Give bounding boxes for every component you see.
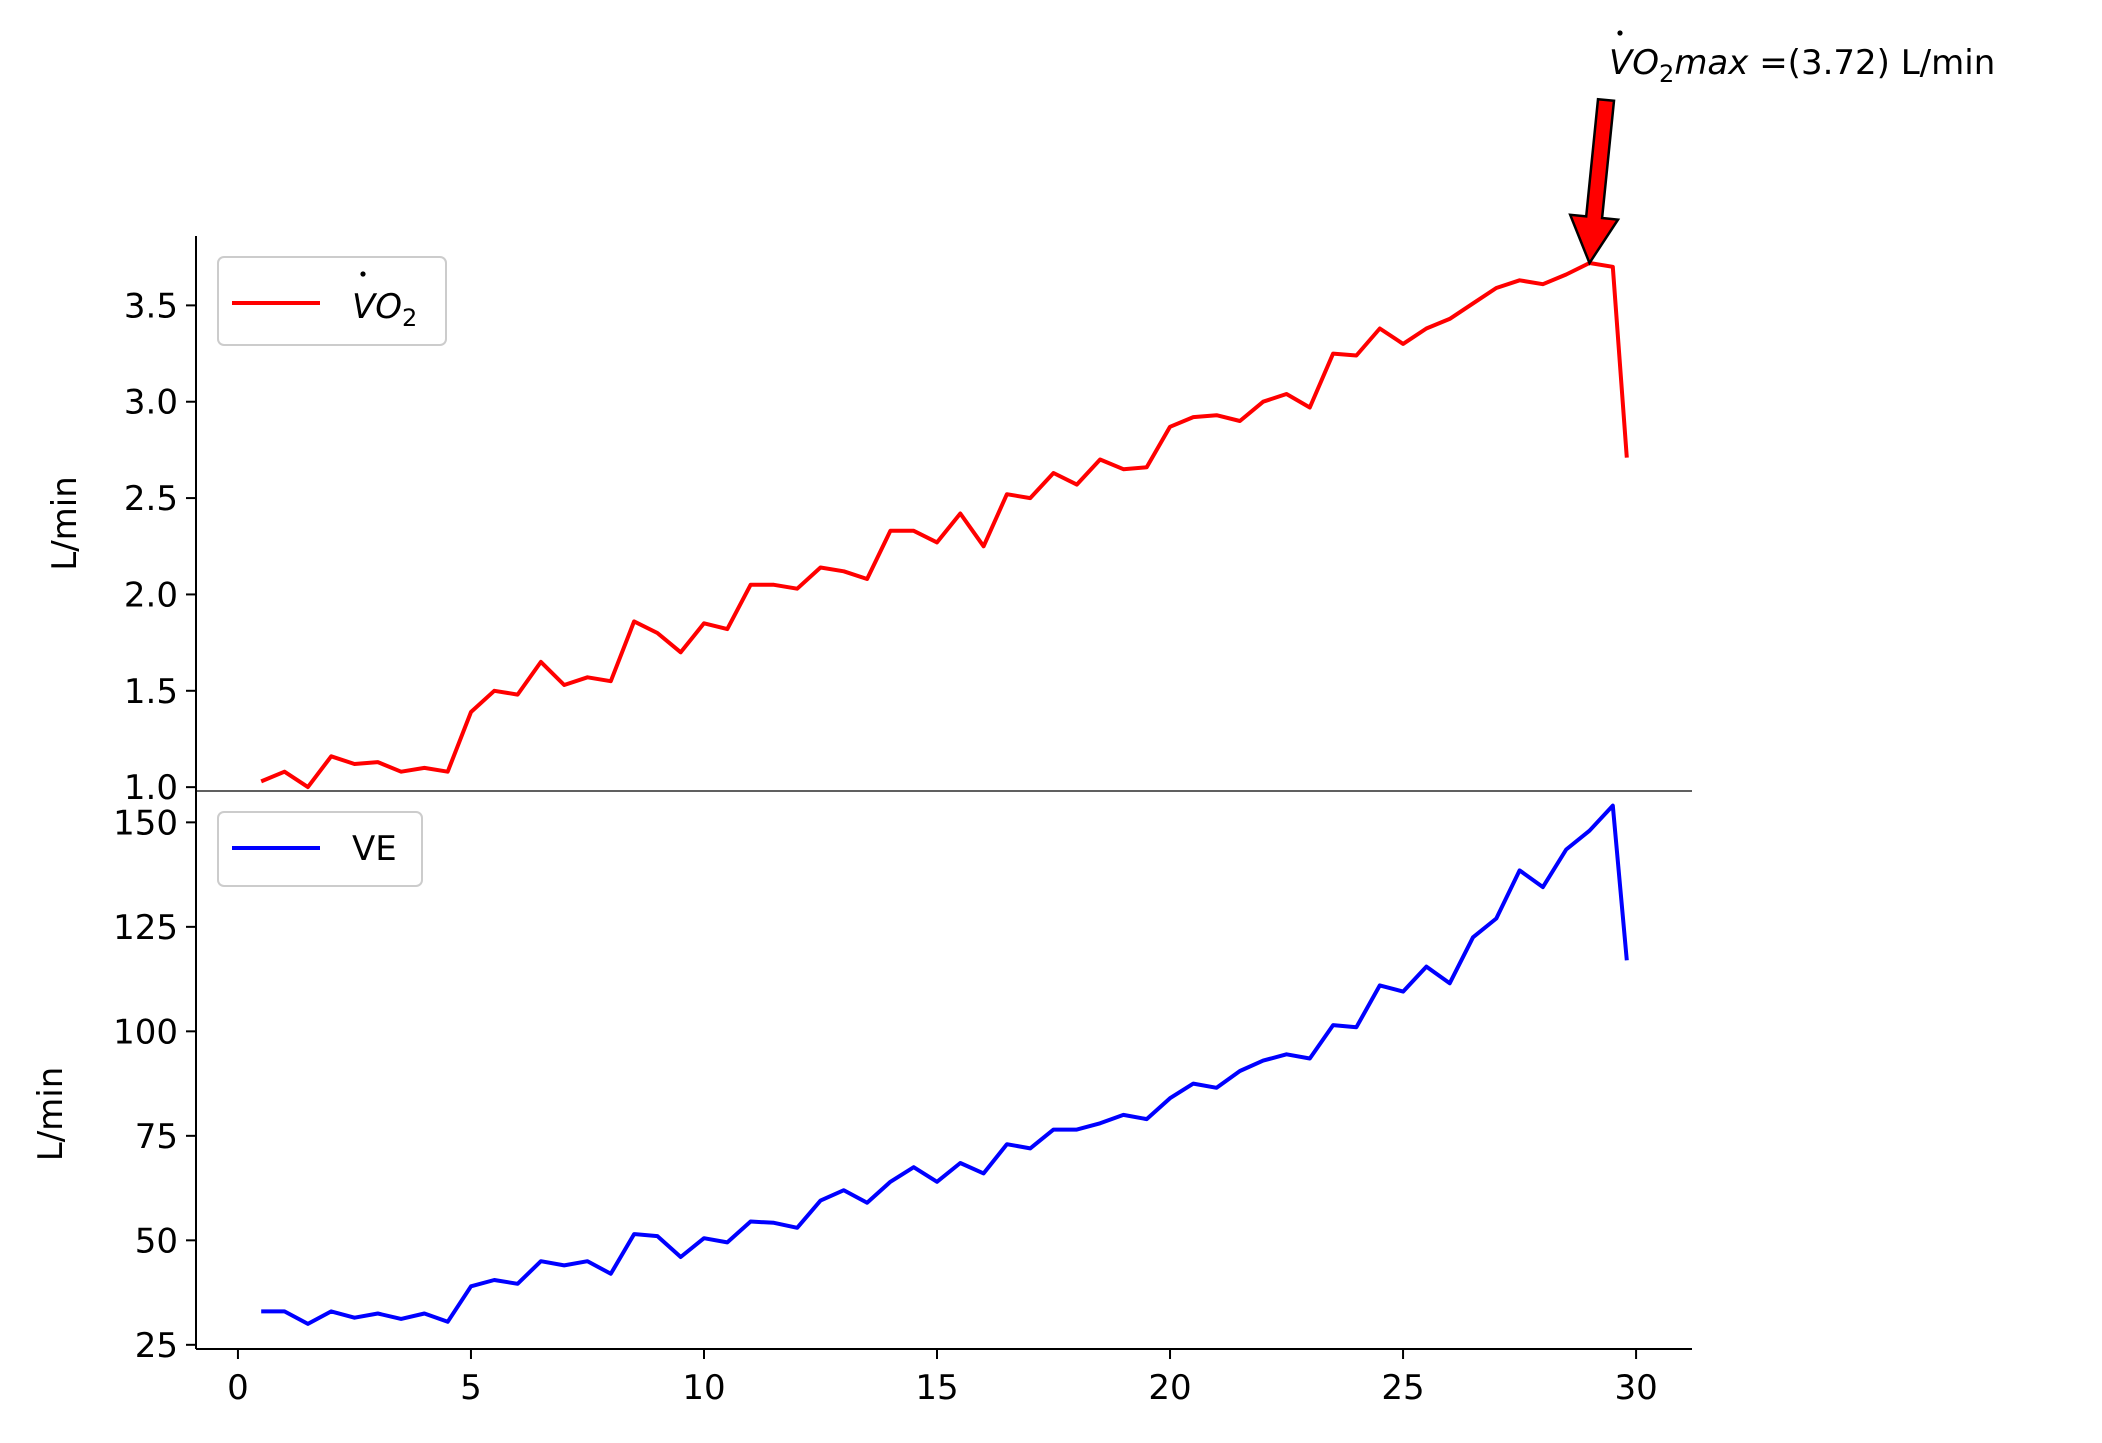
ve-panel: 25 50 75 100 125 150 0 5 10 15 20 25 30 L/min VE — [31, 791, 1692, 1408]
x-tick-label: 0 — [227, 1368, 249, 1408]
y-tick-label: 25 — [135, 1326, 178, 1366]
legend-vo2: VO2 — [217, 256, 447, 346]
y-tick-label: 50 — [135, 1221, 178, 1261]
x-tick-label: 25 — [1381, 1368, 1424, 1408]
y-tick-label: 125 — [113, 908, 178, 948]
y-tick-label: 2.5 — [124, 479, 178, 519]
x-tick-label: 20 — [1148, 1368, 1191, 1408]
ve-series-line — [261, 803, 1629, 1326]
annotation-dot-accent — [1617, 30, 1623, 36]
legend-label-vo2: VO2 — [352, 287, 417, 332]
y-tick-label: 3.0 — [124, 383, 178, 423]
y-tick-label: 100 — [113, 1012, 178, 1052]
legend-dot-accent — [360, 271, 366, 277]
y-tick-label: 3.5 — [124, 286, 178, 326]
legend-box — [217, 256, 447, 346]
annotation-label: VO2max =(3.72) L/min — [1609, 43, 1995, 88]
vo2-series-line — [260, 261, 1629, 790]
x-tick-label: 30 — [1614, 1368, 1657, 1408]
x-tick-label: 10 — [682, 1368, 725, 1408]
legend-label-ve: VE — [352, 829, 397, 869]
x-tick-label: 5 — [460, 1368, 482, 1408]
y-axis-label: L/min — [31, 1067, 71, 1162]
vo2-panel: 1.0 1.5 2.0 2.5 3.0 3.5 L/min VO2 VO2max =(3.72)… — [45, 30, 1995, 808]
y-tick-label: 1.0 — [124, 768, 178, 808]
annotation-arrow — [1568, 97, 1621, 266]
y-tick-label: 75 — [135, 1117, 178, 1157]
y-tick-label: 150 — [113, 803, 178, 843]
y-axis-label: L/min — [45, 476, 85, 571]
x-tick-label: 15 — [915, 1368, 958, 1408]
y-tick-label: 1.5 — [124, 672, 178, 712]
y-tick-label: 2.0 — [124, 575, 178, 615]
legend-ve: VE — [217, 811, 423, 887]
